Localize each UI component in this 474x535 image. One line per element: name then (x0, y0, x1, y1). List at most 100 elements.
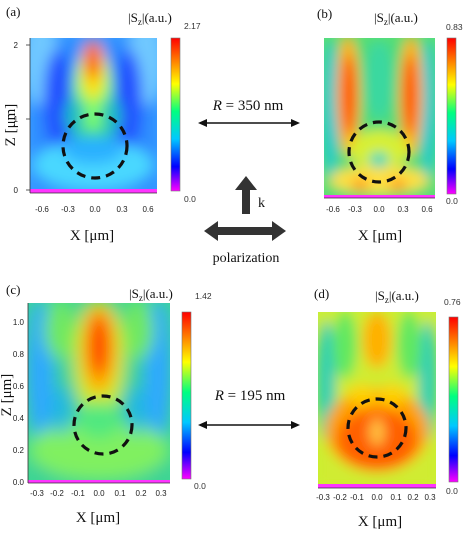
xtick-d-6: 0.3 (424, 493, 436, 502)
xtick-b-2: 0.0 (373, 205, 385, 214)
xtick-b-4: 0.6 (421, 205, 433, 214)
polarization-arrow-right (272, 221, 286, 241)
quantity-label-c: |Sz|(a.u.) (129, 286, 173, 303)
ytick-c-3: 0.6 (13, 382, 25, 391)
quantity-sub-d: z (385, 295, 389, 305)
quantity-sub-a: z (138, 17, 142, 27)
ytick-a-0: 0 (14, 186, 19, 195)
xlabel-d: X [μm] (358, 514, 402, 530)
cb-max-c: 1.42 (195, 291, 212, 301)
quantity-text-b: |S (374, 10, 384, 25)
cb-min-c: 0.0 (194, 481, 206, 491)
panel-label-d: (d) (314, 286, 329, 301)
substrate-c (28, 480, 170, 483)
colorbar-a (170, 37, 181, 192)
polarization-label: polarization (213, 251, 280, 266)
quantity-label-d: |Sz|(a.u.) (375, 288, 419, 305)
ylabel-a: Z [μm] (3, 104, 19, 147)
ytick-c-2: 0.4 (13, 414, 25, 423)
xlabel-b: X [μm] (358, 228, 402, 244)
ytick-c-0: 0.0 (13, 478, 25, 487)
xtick-d-2: -0.1 (350, 493, 364, 502)
xtick-a-2: 0.0 (89, 205, 101, 214)
cb-max-b: 0.83 (446, 22, 463, 32)
radius-var-bottom: R (214, 388, 224, 404)
particle-outline-c (72, 394, 134, 456)
xtick-b-1: -0.3 (348, 205, 362, 214)
quantity-text-c: |S (129, 286, 139, 301)
xtick-c-6: 0.3 (155, 489, 167, 498)
k-label: k (258, 196, 265, 211)
radius-label-bottom: R = 195 nm (214, 388, 286, 404)
xtick-a-1: -0.3 (61, 205, 75, 214)
particle-outline-a (61, 112, 129, 180)
heatmap-b (324, 38, 435, 198)
xtick-b-3: 0.3 (397, 205, 409, 214)
xtick-c-1: -0.2 (50, 489, 64, 498)
ytick-a-2: 2 (14, 41, 19, 50)
colorbar-d (448, 316, 459, 483)
radius-annotation-bottom: R = 195 nm (198, 388, 300, 429)
quantity-label-b: |Sz|(a.u.) (374, 10, 418, 27)
xtick-c-3: 0.0 (93, 489, 105, 498)
particle-outline-d (346, 397, 408, 459)
cb-min-d: 0.0 (446, 486, 458, 496)
cb-max-a: 2.17 (184, 21, 201, 31)
heatmap-a (30, 38, 157, 193)
particle-outline-b (347, 120, 411, 184)
cb-max-d: 0.76 (444, 297, 461, 307)
xtick-c-0: -0.3 (30, 489, 44, 498)
quantity-text-d: |S (375, 288, 385, 303)
k-arrow-shaft (242, 190, 250, 214)
panel-a: (a) |Sz|(a.u.) (3, 4, 201, 244)
panel-label-a: (a) (6, 4, 20, 19)
ytick-c-5: 1.0 (13, 318, 25, 327)
quantity-unit-a: |(a.u.) (142, 10, 172, 25)
panel-label-b: (b) (317, 6, 332, 21)
xtick-c-2: -0.1 (71, 489, 85, 498)
quantity-sub-c: z (139, 293, 143, 303)
colorbar-c (181, 311, 192, 480)
quantity-sub-b: z (384, 17, 388, 27)
ylabel-c: Z [μm] (0, 374, 15, 417)
panel-d: (d) |Sz|(a.u.) -0.3 -0.2 -0.1 0.0 (314, 286, 461, 530)
heatmap-c (28, 303, 170, 483)
panel-label-c: (c) (6, 282, 20, 297)
quantity-unit-b: |(a.u.) (388, 10, 418, 25)
radius-annotation-top: R = 350 nm (198, 98, 300, 127)
polarization-arrow-shaft (216, 227, 274, 235)
quantity-label-a: |Sz|(a.u.) (128, 10, 172, 27)
quantity-unit-c: |(a.u.) (143, 286, 173, 301)
radius-value-top: = 350 nm (222, 98, 284, 114)
xtick-d-3: 0.0 (371, 493, 383, 502)
cb-min-a: 0.0 (184, 194, 196, 204)
quantity-text-a: |S (128, 10, 138, 25)
colorbar-b (446, 37, 457, 195)
xtick-a-0: -0.6 (35, 205, 49, 214)
radius-value-bottom: = 195 nm (224, 388, 286, 404)
xtick-b-0: -0.6 (326, 205, 340, 214)
xlabel-c: X [μm] (76, 510, 120, 526)
xtick-a-4: 0.6 (142, 205, 154, 214)
radius-var-top: R (212, 98, 222, 114)
xtick-d-0: -0.3 (316, 493, 330, 502)
panel-c: (c) |Sz|(a.u.) 0.0 0.2 (0, 282, 212, 526)
ytick-c-1: 0.2 (13, 446, 25, 455)
xtick-d-5: 0.2 (407, 493, 419, 502)
xtick-c-5: 0.2 (135, 489, 147, 498)
quantity-unit-d: |(a.u.) (389, 288, 419, 303)
xtick-a-3: 0.3 (116, 205, 128, 214)
k-arrow-head (235, 176, 257, 190)
substrate-d (318, 484, 436, 488)
xtick-d-4: 0.1 (390, 493, 402, 502)
substrate-a (30, 189, 157, 193)
xtick-c-4: 0.1 (114, 489, 126, 498)
k-polarization-indicator: k polarization (204, 176, 286, 266)
xlabel-a: X [μm] (70, 228, 114, 244)
ytick-c-4: 0.8 (13, 350, 25, 359)
ytick-a-1: 1 (14, 115, 19, 124)
panel-b: (b) |Sz|(a.u.) -0.6 -0. (317, 6, 463, 244)
xtick-d-1: -0.2 (333, 493, 347, 502)
substrate-b (324, 195, 435, 198)
